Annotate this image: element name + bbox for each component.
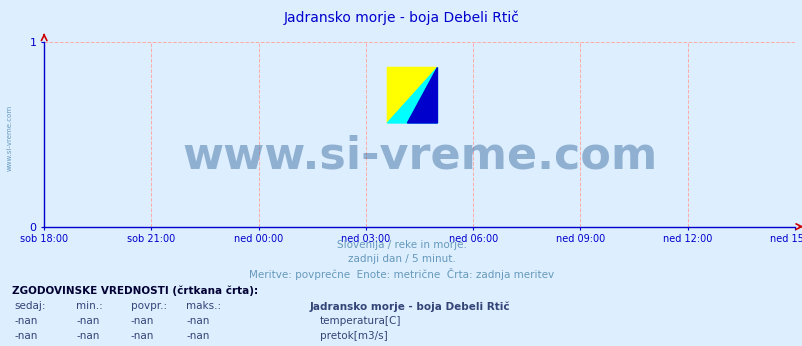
Text: -nan: -nan — [76, 331, 99, 341]
Text: zadnji dan / 5 minut.: zadnji dan / 5 minut. — [347, 254, 455, 264]
Text: www.si-vreme.com: www.si-vreme.com — [182, 135, 656, 178]
Text: Jadransko morje - boja Debeli Rtič: Jadransko morje - boja Debeli Rtič — [309, 301, 509, 311]
Text: maks.:: maks.: — [186, 301, 221, 311]
Polygon shape — [407, 67, 437, 123]
Text: sedaj:: sedaj: — [14, 301, 46, 311]
Text: min.:: min.: — [76, 301, 103, 311]
Text: temperatura[C]: temperatura[C] — [319, 316, 400, 326]
Text: Jadransko morje - boja Debeli Rtič: Jadransko morje - boja Debeli Rtič — [283, 10, 519, 25]
Text: pretok[m3/s]: pretok[m3/s] — [319, 331, 387, 341]
Polygon shape — [387, 67, 437, 123]
Text: Meritve: povprečne  Enote: metrične  Črta: zadnja meritev: Meritve: povprečne Enote: metrične Črta:… — [249, 268, 553, 280]
Text: Slovenija / reke in morje.: Slovenija / reke in morje. — [336, 240, 466, 251]
Text: -nan: -nan — [131, 331, 154, 341]
Text: -nan: -nan — [131, 316, 154, 326]
Text: -nan: -nan — [14, 331, 38, 341]
Text: ZGODOVINSKE VREDNOSTI (črtkana črta):: ZGODOVINSKE VREDNOSTI (črtkana črta): — [12, 285, 258, 296]
Text: -nan: -nan — [186, 316, 209, 326]
Text: -nan: -nan — [76, 316, 99, 326]
Text: www.si-vreme.com: www.si-vreme.com — [6, 105, 12, 172]
Polygon shape — [387, 67, 437, 123]
Text: -nan: -nan — [14, 316, 38, 326]
Text: -nan: -nan — [186, 331, 209, 341]
Text: povpr.:: povpr.: — [131, 301, 167, 311]
